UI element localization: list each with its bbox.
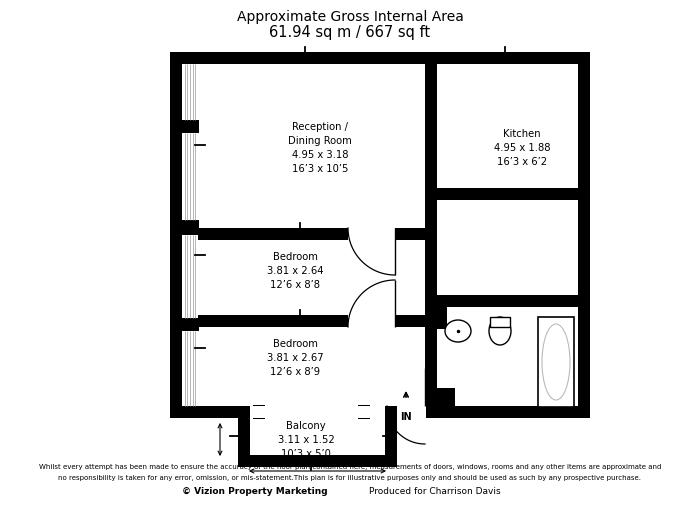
Text: Balcony
3.11 x 1.52
10’3 x 5’0: Balcony 3.11 x 1.52 10’3 x 5’0 [278, 421, 335, 459]
Bar [437, 295, 578, 307]
Bar [358, 405, 370, 419]
Bar [385, 406, 397, 455]
Bar [170, 52, 590, 64]
Bar [437, 388, 455, 406]
Bar [437, 188, 578, 200]
Text: Bedroom
3.81 x 2.64
12’6 x 8’8: Bedroom 3.81 x 2.64 12’6 x 8’8 [267, 252, 323, 290]
Text: Reception /
Dining Room
4.95 x 3.18
16’3 x 10’5: Reception / Dining Room 4.95 x 3.18 16’3… [288, 122, 352, 174]
Bar [238, 406, 250, 455]
Bar [170, 318, 199, 331]
Bar [170, 220, 199, 235]
Bar [425, 64, 437, 406]
Bar [182, 64, 578, 406]
Bar [425, 378, 437, 406]
Bar [238, 406, 397, 418]
Bar [170, 120, 199, 133]
Bar [182, 64, 198, 406]
Bar [238, 455, 397, 467]
Bar [387, 405, 426, 419]
Text: Bedroom
3.81 x 2.67
12’6 x 8’9: Bedroom 3.81 x 2.67 12’6 x 8’9 [267, 339, 323, 377]
Ellipse shape [445, 320, 471, 342]
Bar [170, 52, 182, 418]
Bar [578, 52, 590, 418]
Text: IN: IN [400, 412, 412, 422]
Text: Whilst every attempt has been made to ensure the accuracy of the floor plan cont: Whilst every attempt has been made to en… [38, 464, 661, 470]
Text: © Vizion Property Marketing: © Vizion Property Marketing [182, 488, 328, 496]
Text: Produced for Charrison Davis: Produced for Charrison Davis [369, 488, 500, 496]
Bar [348, 314, 395, 328]
Text: 61.94 sq m / 667 sq ft: 61.94 sq m / 667 sq ft [270, 25, 430, 41]
Bar [170, 406, 590, 418]
Text: Approximate Gross Internal Area: Approximate Gross Internal Area [237, 10, 463, 24]
Text: Kitchen
4.95 x 1.88
16’3 x 6’2: Kitchen 4.95 x 1.88 16’3 x 6’2 [494, 129, 550, 167]
Bar [250, 406, 385, 419]
Bar [198, 315, 425, 327]
Bar [437, 64, 578, 406]
Bar [250, 418, 385, 455]
Bar [425, 307, 447, 329]
Bar [253, 405, 265, 419]
Bar [238, 406, 397, 418]
Bar [198, 228, 425, 240]
Bar [538, 317, 574, 407]
Text: no responsibility is taken for any error, omission, or mis-statement.This plan i: no responsibility is taken for any error… [59, 475, 641, 481]
Bar [490, 317, 510, 327]
Bar [348, 227, 395, 241]
Ellipse shape [489, 317, 511, 345]
Ellipse shape [542, 324, 570, 400]
Bar [250, 406, 385, 418]
